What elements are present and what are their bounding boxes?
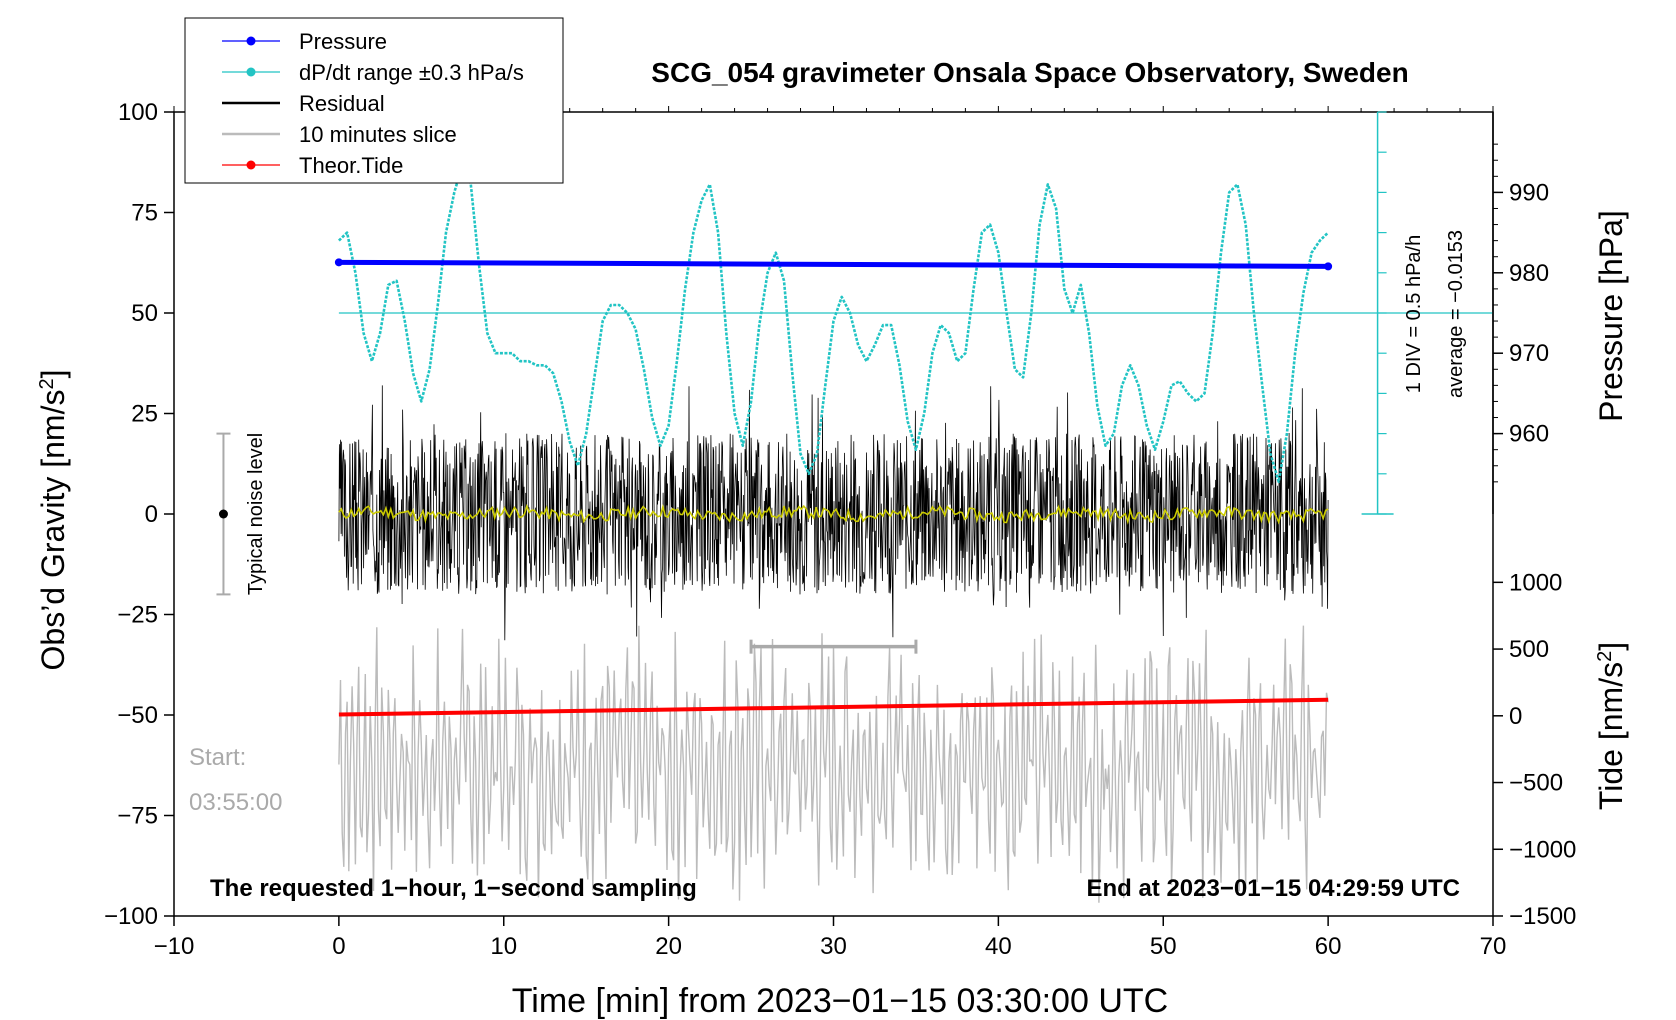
tide-tick-label: 0 bbox=[1509, 703, 1522, 730]
residual-series bbox=[338, 385, 1329, 641]
legend-box bbox=[184, 17, 564, 184]
x-tick-label: 0 bbox=[332, 933, 345, 960]
pressure-tick-label: 960 bbox=[1509, 421, 1549, 448]
residual-line bbox=[338, 385, 1329, 641]
residual-smoothed-series bbox=[338, 503, 1329, 525]
y-axis-pressure-label: Pressure [hPa] bbox=[1593, 210, 1629, 422]
legend-label: dP/dt range ±0.3 hPa/s bbox=[299, 60, 524, 85]
pressure-tick-label: 970 bbox=[1509, 340, 1549, 367]
dpdt-scale-axis bbox=[338, 111, 1493, 515]
y-left-tick-label: 50 bbox=[131, 300, 158, 327]
x-axis-label: Time [min] from 2023−01−15 03:30:00 UTC bbox=[512, 982, 1168, 1020]
noise-center-dot bbox=[218, 509, 228, 519]
start-label: Start: bbox=[189, 744, 246, 771]
y-axis-pressure: 990 980 970 960 bbox=[1492, 112, 1549, 514]
legend-label: 10 minutes slice bbox=[299, 122, 457, 147]
y-left-tick-label: 75 bbox=[131, 200, 158, 227]
legend-swatch-dot bbox=[246, 160, 256, 170]
start-time-label: 03:55:00 bbox=[189, 789, 282, 816]
y-left-tick-label: 0 bbox=[145, 501, 158, 528]
legend-label: Residual bbox=[299, 91, 385, 116]
x-axis: −10 0 10 20 30 40 50 60 70 bbox=[154, 106, 1507, 960]
y-left-label-sup: 2 bbox=[36, 378, 58, 389]
markers bbox=[216, 432, 918, 654]
x-tick-label: 40 bbox=[985, 933, 1012, 960]
x-tick-label: 10 bbox=[490, 933, 517, 960]
legend-swatch-dot bbox=[246, 67, 256, 77]
tide-label-end: ] bbox=[1593, 642, 1629, 651]
dpdt-scale-label: 1 DIV = 0.5 hPa/h bbox=[1403, 235, 1425, 393]
footer-sampling-note: The requested 1−hour, 1−second sampling bbox=[210, 875, 697, 902]
pressure-tick-label: 990 bbox=[1509, 179, 1549, 206]
y-axis-tide-label: Tide [nm/s2] bbox=[1593, 642, 1629, 810]
pressure-point-start bbox=[334, 258, 343, 267]
y-left-tick-label: −75 bbox=[117, 803, 158, 830]
y-left-tick-label: 100 bbox=[118, 99, 158, 126]
footer-end-time: End at 2023−01−15 04:29:59 UTC bbox=[1086, 875, 1460, 902]
x-tick-label: 50 bbox=[1150, 933, 1177, 960]
legend-swatch-dot bbox=[246, 36, 256, 46]
tide-tick-label: 1000 bbox=[1509, 569, 1562, 596]
pressure-point-end bbox=[1324, 262, 1333, 271]
tide-tick-label: −1000 bbox=[1509, 836, 1576, 863]
x-tick-label: 30 bbox=[820, 933, 847, 960]
pressure-series bbox=[334, 258, 1333, 271]
y-axis-left-label: Obs’d Gravity [nm/s2] bbox=[35, 370, 71, 671]
x-tick-label: 70 bbox=[1480, 933, 1507, 960]
x-tick-label: −10 bbox=[154, 933, 195, 960]
tide-label-main: Tide [nm/s bbox=[1593, 662, 1629, 810]
legend-label: Pressure bbox=[299, 29, 387, 54]
y-left-label-main: Obs’d Gravity [nm/s bbox=[35, 390, 71, 671]
dpdt-series bbox=[337, 163, 1330, 484]
x-tick-label: 20 bbox=[655, 933, 682, 960]
y-left-tick-label: 25 bbox=[131, 401, 158, 428]
noise-level-label: Typical noise level bbox=[245, 433, 267, 595]
residual-smoothed-line bbox=[338, 503, 1329, 525]
y-left-label-end: ] bbox=[35, 370, 71, 379]
legend-label: Theor.Tide bbox=[299, 153, 403, 178]
tide-series bbox=[338, 697, 1329, 717]
y-left-tick-label: −50 bbox=[117, 702, 158, 729]
pressure-line bbox=[338, 259, 1329, 269]
y-axis-tide: 1000 500 0 −500 −1000 −1500 bbox=[1493, 569, 1576, 930]
tide-tick-label: −1500 bbox=[1509, 903, 1576, 930]
x-tick-label: 60 bbox=[1315, 933, 1342, 960]
tide-line bbox=[338, 697, 1329, 717]
pressure-tick-label: 980 bbox=[1509, 260, 1549, 287]
tide-label-sup: 2 bbox=[1594, 651, 1616, 662]
tide-tick-label: −500 bbox=[1509, 770, 1563, 797]
y-left-tick-label: −100 bbox=[104, 903, 158, 930]
y-left-tick-label: −25 bbox=[117, 602, 158, 629]
y-axis-left: 100 75 50 25 0 −25 −50 −75 −100 bbox=[104, 99, 174, 930]
chart-title: SCG_054 gravimeter Onsala Space Observat… bbox=[651, 57, 1408, 88]
dpdt-line bbox=[337, 163, 1330, 484]
legend: Pressure dP/dt range ±0.3 hPa/s Residual 10… bbox=[222, 29, 524, 178]
dpdt-average-label: average = −0.0153 bbox=[1445, 230, 1467, 398]
tide-tick-label: 500 bbox=[1509, 636, 1549, 663]
